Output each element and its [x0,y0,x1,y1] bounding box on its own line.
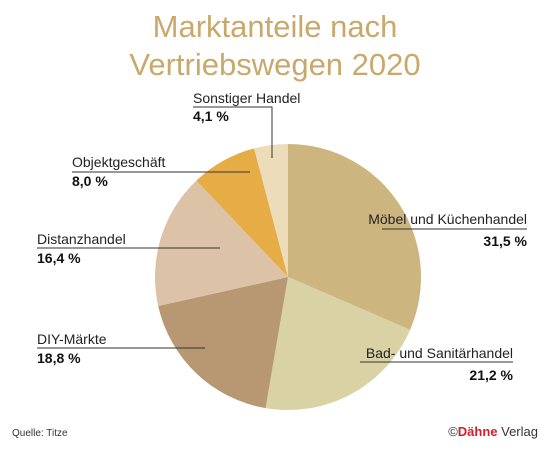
label-distanzhandel-name: Distanzhandel [37,231,126,247]
slice-moebel [288,144,421,330]
slice-diy [158,277,288,409]
slice-distanzhandel [154,180,288,307]
label-objektgeschaeft-value: 8,0 % [72,173,108,189]
publisher-brand: Dähne [457,424,498,439]
pie-slices [154,144,421,410]
label-bad-name: Bad- und Sanitärhandel [366,345,513,361]
slice-sonstiger [254,144,288,277]
label-moebel-name: Möbel und Küchenhandel [368,211,527,227]
source-note: Quelle: Titze [12,428,68,439]
label-bad-value: 21,2 % [469,367,513,383]
copyright-symbol: © [448,424,458,439]
leader-lines [37,106,527,363]
label-sonstiger-handel-value: 4,1 % [193,108,229,124]
chart-title-line-1: Marktanteile nach [152,9,398,44]
label-objektgeschaeft-name: Objektgeschäft [72,154,165,170]
chart-title: Marktanteile nach Vertriebswegen 2020 [0,8,550,84]
publisher-credit: ©Dähne Verlag [448,424,538,439]
slice-objektgeschaeft [196,148,288,277]
publisher-suffix: Verlag [497,424,538,439]
label-diy-maerkte-name: DIY-Märkte [37,331,107,347]
label-sonstiger-handel-name: Sonstiger Handel [193,90,300,106]
slice-bad [265,277,411,410]
label-moebel-value: 31,5 % [483,233,527,249]
chart-title-line-2: Vertriebswegen 2020 [129,47,421,82]
label-distanzhandel-value: 16,4 % [37,250,81,266]
label-diy-maerkte-value: 18,8 % [37,350,81,366]
leader-sonstiger [193,106,273,158]
